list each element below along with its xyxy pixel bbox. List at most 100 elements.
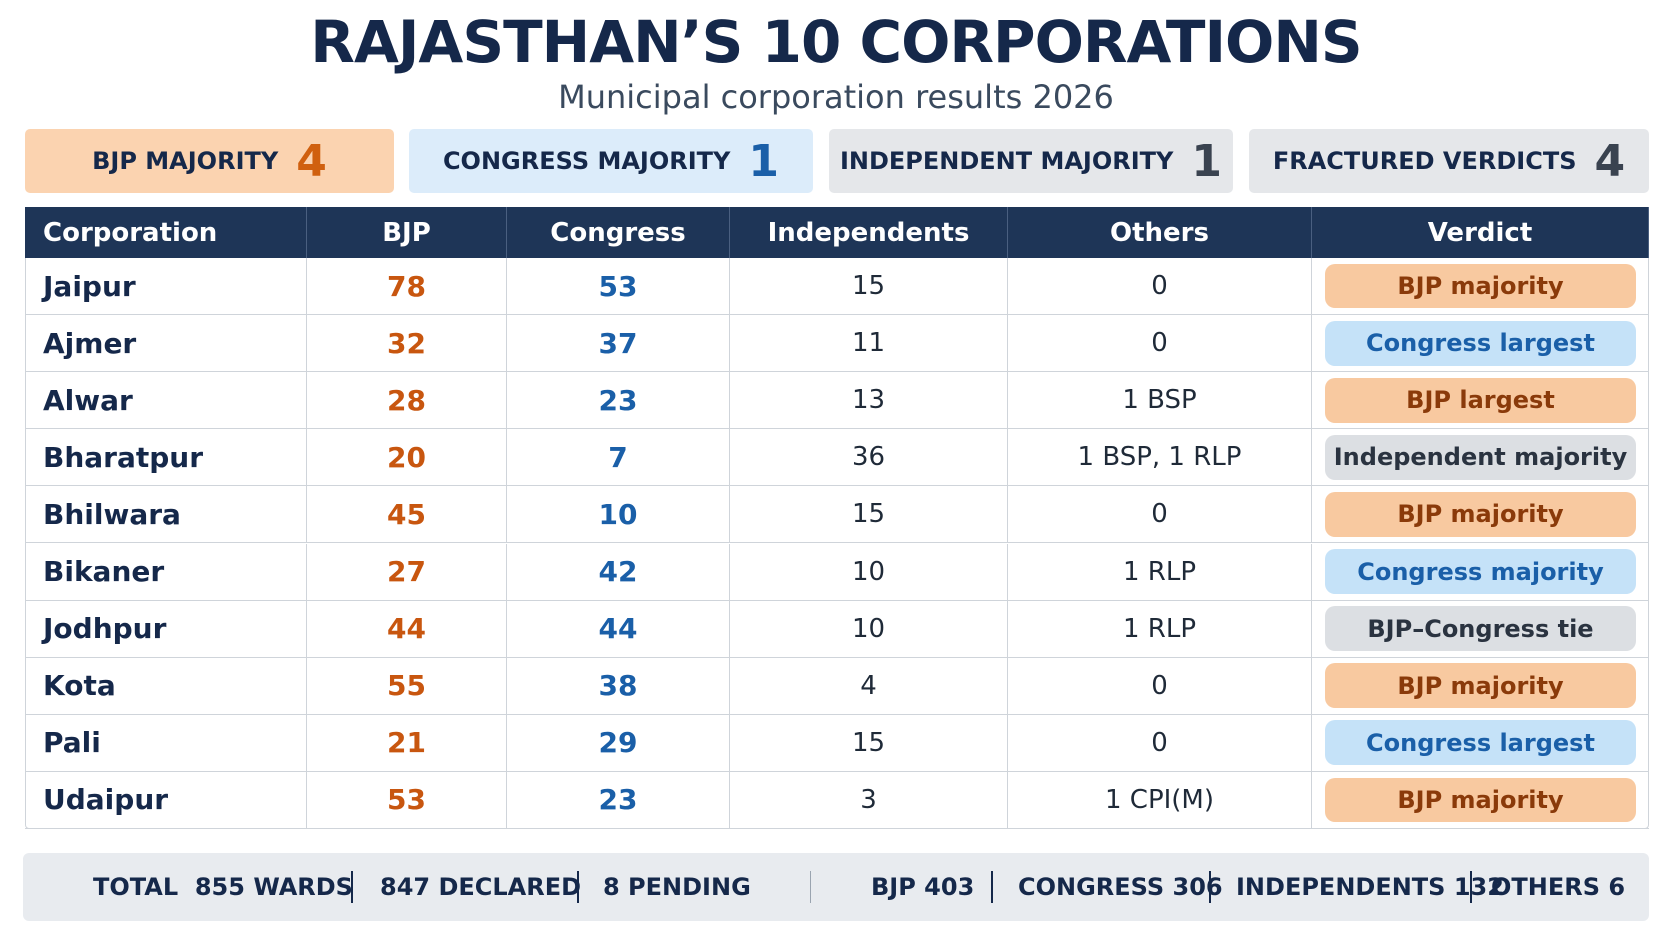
verdict-cell: Independent majority: [1312, 429, 1649, 487]
table-cell: 1 BSP: [1008, 372, 1312, 430]
table-cell: 21: [307, 714, 507, 772]
footer-item: 8 PENDING: [603, 873, 751, 901]
table-cell: 7: [507, 429, 730, 487]
corporation-name: Jaipur: [25, 258, 307, 316]
separator: [1470, 871, 1472, 903]
verdict-cell: BJP majority: [1312, 258, 1649, 316]
table-cell: 1 RLP: [1008, 600, 1312, 658]
column-header: Corporation: [25, 207, 307, 258]
verdict-pill: Independent majority: [1325, 434, 1636, 480]
separator: [991, 871, 993, 903]
verdict-cell: BJP largest: [1312, 372, 1649, 430]
table-cell: 44: [307, 600, 507, 658]
subtitle: Municipal corporation results 2026: [558, 78, 1114, 116]
table-cell: 4: [730, 657, 1008, 715]
footer-item: INDEPENDENTS 132: [1236, 873, 1504, 901]
table-cell: 10: [730, 543, 1008, 601]
verdict-cell: BJP majority: [1312, 486, 1649, 544]
corporation-name: Udaipur: [25, 771, 307, 829]
summary-card: CONGRESS MAJORITY 1: [409, 129, 813, 193]
table-cell: 0: [1008, 714, 1312, 772]
footer-item: OTHERS 6: [1491, 873, 1626, 901]
summary-card: INDEPENDENT MAJORITY 1: [829, 129, 1233, 193]
verdict-pill: BJP majority: [1325, 777, 1636, 823]
verdict-pill: Congress largest: [1325, 720, 1636, 766]
table-cell: 38: [507, 657, 730, 715]
corporation-name: Ajmer: [25, 315, 307, 373]
table-cell: 23: [507, 771, 730, 829]
summary-card: BJP MAJORITY 4: [25, 129, 394, 193]
column-header: BJP: [307, 207, 507, 258]
footer-item: 847 DECLARED: [380, 873, 582, 901]
table-cell: 29: [507, 714, 730, 772]
column-header: Others: [1008, 207, 1312, 258]
verdict-pill: BJP majority: [1325, 663, 1636, 709]
table-cell: 0: [1008, 315, 1312, 373]
summary-label: FRACTURED VERDICTS: [1272, 147, 1577, 175]
corporation-name: Kota: [25, 657, 307, 715]
verdict-cell: Congress largest: [1312, 315, 1649, 373]
verdict-pill: Congress majority: [1325, 549, 1636, 594]
verdict-cell: BJP majority: [1312, 658, 1649, 715]
table-cell: 1 CPI(M): [1008, 771, 1312, 829]
summary-value: 4: [296, 135, 327, 187]
table-cell: 42: [507, 543, 730, 601]
table-cell: 27: [307, 543, 507, 601]
table-cell: 15: [730, 714, 1008, 772]
table-cell: 0: [1008, 657, 1312, 715]
verdict-pill: BJP largest: [1325, 377, 1636, 423]
summary-label: INDEPENDENT MAJORITY: [839, 147, 1174, 175]
table-cell: 1 RLP: [1008, 543, 1312, 601]
table-cell: 53: [307, 771, 507, 829]
summary-label: BJP MAJORITY: [92, 147, 279, 175]
summary-value: 1: [748, 135, 780, 187]
summary-label: CONGRESS MAJORITY: [442, 147, 731, 175]
verdict-pill: BJP majority: [1325, 263, 1636, 309]
corporation-name: Alwar: [25, 372, 307, 430]
table-cell: 23: [507, 372, 730, 430]
table-cell: 44: [507, 600, 730, 658]
summary-card: FRACTURED VERDICTS 4: [1249, 129, 1649, 193]
footer: TOTAL 855 WARDS 847 DECLARED 8 PENDING BJP …: [23, 853, 1649, 921]
separator: [1209, 871, 1211, 903]
separator: [351, 871, 353, 903]
table-cell: 10: [507, 486, 730, 544]
verdict-cell: BJP majority: [1312, 772, 1649, 829]
table-cell: 55: [307, 657, 507, 715]
table-cell: 53: [507, 258, 730, 316]
column-header: Verdict: [1312, 207, 1649, 258]
footer-item: BJP 403: [871, 873, 975, 901]
table-cell: 0: [1008, 258, 1312, 316]
divider: [810, 871, 811, 903]
footer-item: CONGRESS 306: [1018, 873, 1223, 901]
separator: [577, 871, 579, 903]
verdict-cell: Congress majority: [1312, 544, 1649, 601]
title: RAJASTHAN’S 10 CORPORATIONS: [310, 8, 1362, 76]
footer-item: TOTAL 855 WARDS: [93, 873, 353, 901]
table-cell: 11: [730, 315, 1008, 373]
verdict-pill: BJP majority: [1325, 492, 1636, 537]
summary-value: 1: [1191, 135, 1223, 187]
table-cell: 28: [307, 372, 507, 430]
verdict-pill: BJP–Congress tie: [1325, 606, 1636, 652]
summary-value: 4: [1594, 135, 1626, 187]
corporation-name: Bharatpur: [25, 429, 307, 487]
table-cell: 10: [730, 600, 1008, 658]
table-cell: 0: [1008, 486, 1312, 544]
table-cell: 36: [730, 429, 1008, 487]
corporation-name: Bikaner: [25, 543, 307, 601]
column-header: Independents: [730, 207, 1008, 258]
table-cell: 45: [307, 486, 507, 544]
corporation-name: Jodhpur: [25, 600, 307, 658]
table-cell: 13: [730, 372, 1008, 430]
corporation-name: Bhilwara: [25, 486, 307, 544]
table-cell: 78: [307, 258, 507, 316]
verdict-pill: Congress largest: [1325, 320, 1636, 366]
corporation-name: Pali: [25, 714, 307, 772]
verdict-cell: BJP–Congress tie: [1312, 601, 1649, 658]
verdict-cell: Congress largest: [1312, 715, 1649, 772]
table-cell: 15: [730, 486, 1008, 544]
table-cell: 20: [307, 429, 507, 487]
table-cell: 37: [507, 315, 730, 373]
